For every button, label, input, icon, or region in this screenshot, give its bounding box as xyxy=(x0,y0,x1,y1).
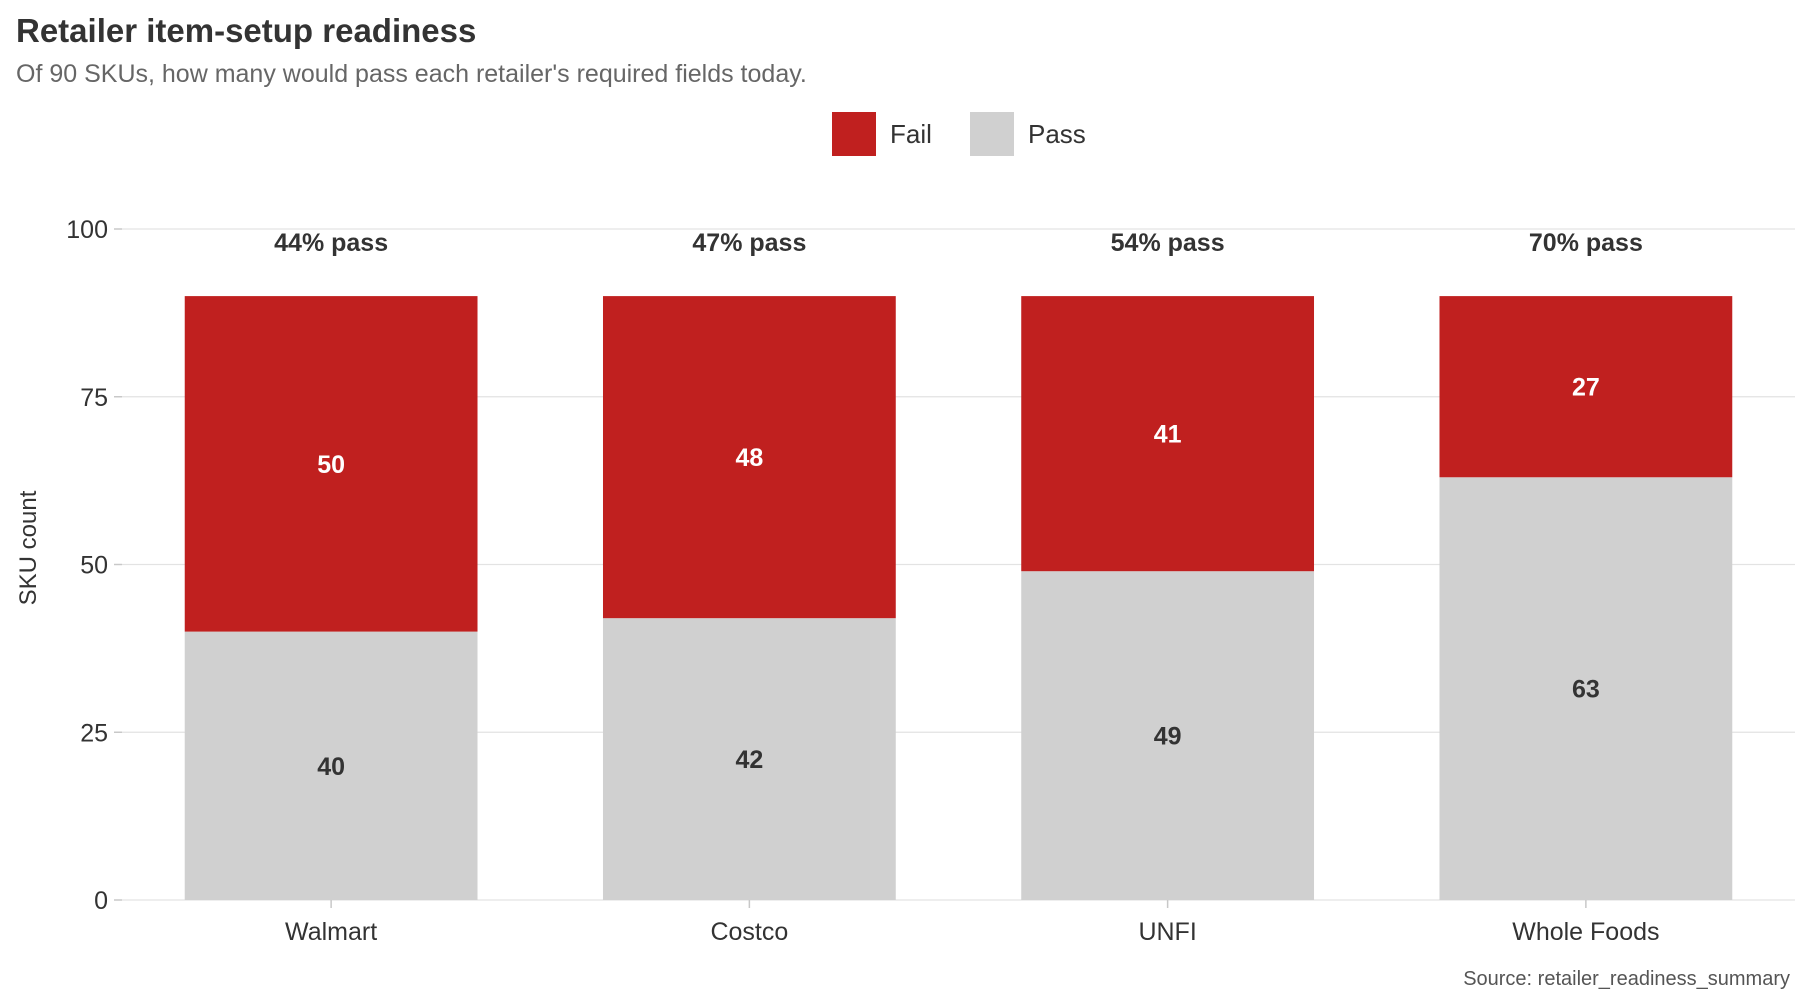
bar-value-label: 49 xyxy=(1154,723,1182,751)
legend-swatch-pass xyxy=(970,112,1014,156)
y-tick-label: 0 xyxy=(94,887,108,915)
y-tick-label: 75 xyxy=(80,384,108,412)
y-axis-title: SKU count xyxy=(15,490,42,605)
chart-title: Retailer item-setup readiness xyxy=(16,12,476,49)
bar-value-label: 41 xyxy=(1154,421,1182,449)
y-tick-label: 100 xyxy=(66,216,108,244)
bars: 40 50 44% pass 42 48 47% pass 49 41 54% pass 63 27… xyxy=(184,229,1733,900)
bar-value-label: 63 xyxy=(1572,676,1600,704)
bar-value-label: 27 xyxy=(1572,374,1600,402)
bar-value-label: 42 xyxy=(735,746,763,774)
bar-fail-unfi xyxy=(1021,296,1315,572)
bar-pass-costco xyxy=(602,618,896,900)
bar-value-label: 50 xyxy=(317,451,345,479)
x-tick-label: UNFI xyxy=(1138,918,1196,946)
pass-percent-label: 47% pass xyxy=(692,229,806,257)
bar-pass-unfi xyxy=(1021,571,1315,900)
x-axis: Walmart Costco UNFI Whole Foods xyxy=(285,900,1660,946)
x-tick-label: Whole Foods xyxy=(1512,918,1659,946)
legend-swatch-fail xyxy=(832,112,876,156)
bar-value-label: 40 xyxy=(317,753,345,781)
chart-subtitle: Of 90 SKUs, how many would pass each ret… xyxy=(16,60,807,88)
pass-percent-label: 70% pass xyxy=(1529,229,1643,257)
bar-value-label: 48 xyxy=(735,444,763,472)
bar-pass-whole-foods xyxy=(1439,477,1733,900)
x-tick-label: Costco xyxy=(710,918,788,946)
chart-caption: Source: retailer_readiness_summary xyxy=(1463,968,1790,990)
bar-fail-whole-foods xyxy=(1439,296,1733,478)
bar-fail-walmart xyxy=(184,296,478,632)
y-tick-label: 50 xyxy=(80,552,108,580)
legend: Fail Pass xyxy=(832,112,1086,156)
pass-percent-label: 54% pass xyxy=(1111,229,1225,257)
legend-label-fail: Fail xyxy=(890,119,932,149)
bar-fail-costco xyxy=(602,296,896,619)
legend-label-pass: Pass xyxy=(1028,119,1086,149)
pass-percent-label: 44% pass xyxy=(274,229,388,257)
y-tick-label: 25 xyxy=(80,719,108,747)
x-tick-label: Walmart xyxy=(285,918,377,946)
y-axis: 0 25 50 75 100 xyxy=(66,216,122,915)
bar-pass-walmart xyxy=(184,631,478,900)
